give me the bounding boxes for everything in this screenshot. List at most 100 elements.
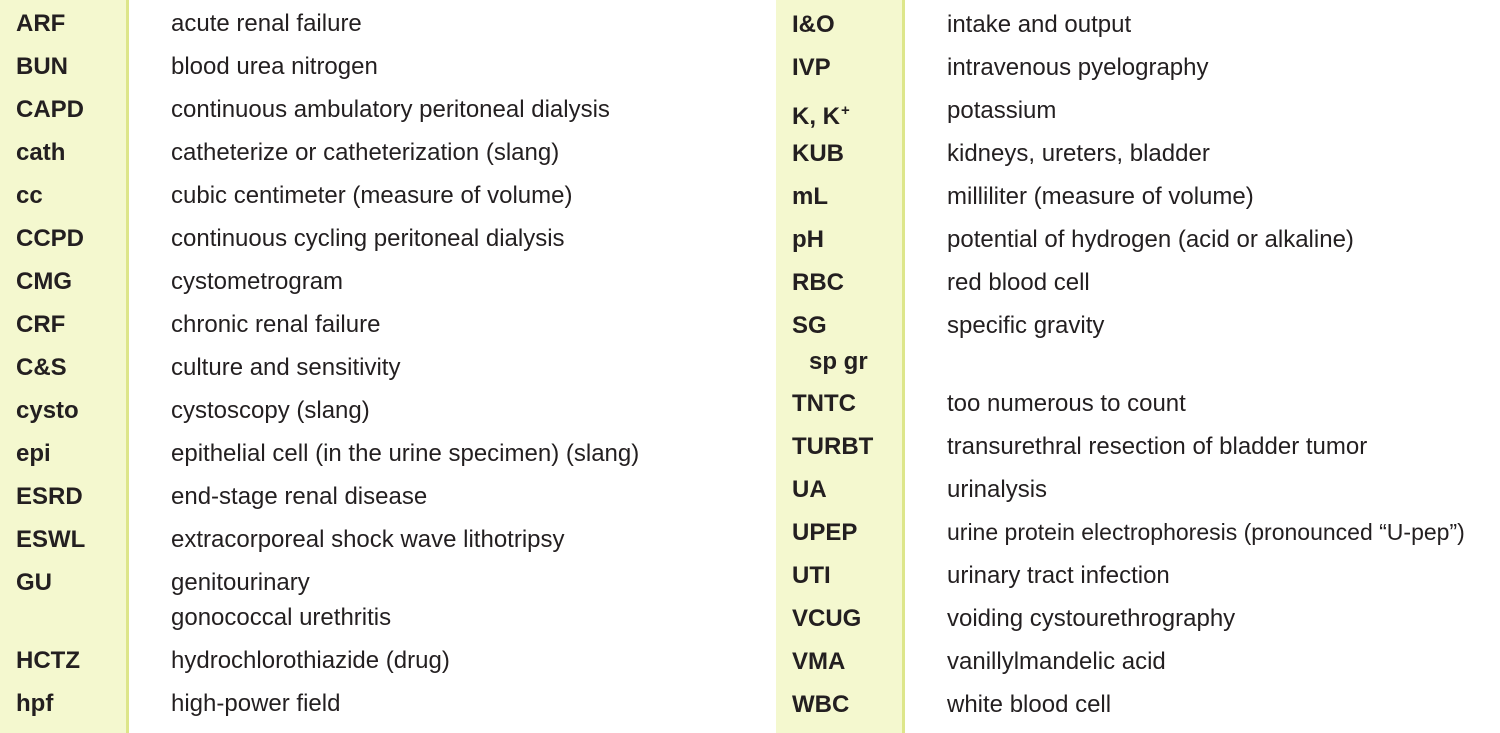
- definition: white blood cell: [947, 691, 1112, 718]
- definition: specific gravity: [947, 312, 1105, 339]
- table-row: WBC white blood cell: [776, 683, 1500, 726]
- abbreviation: WBC: [792, 691, 850, 718]
- table-row: KUB kidneys, ureters, bladder: [776, 132, 1500, 175]
- abbreviation: CMG: [16, 268, 72, 295]
- abbreviation: mL: [792, 183, 828, 210]
- abbreviation-superscript: +: [841, 102, 850, 119]
- abbreviation: ARF: [16, 10, 66, 37]
- table-row: TNTC too numerous to count: [776, 382, 1500, 425]
- abbreviation: K, K+: [792, 89, 850, 138]
- abbreviation: UA: [792, 476, 827, 503]
- definition: acute renal failure: [171, 10, 362, 37]
- definition: continuous cycling peritoneal dialysis: [171, 225, 565, 252]
- abbreviation: UPEP: [792, 519, 858, 546]
- definition: urinalysis: [947, 476, 1048, 503]
- table-row: mL milliliter (measure of volume): [776, 175, 1500, 218]
- definition: extracorporeal shock wave lithotripsy: [171, 526, 565, 553]
- table-row: I&O intake and output: [776, 3, 1500, 46]
- definition: milliliter (measure of volume): [947, 183, 1254, 210]
- table-row: hpf high-power field: [0, 682, 770, 725]
- definition: hydrochlorothiazide (drug): [171, 647, 450, 674]
- abbreviation: CCPD: [16, 225, 85, 252]
- definition: urinary tract infection: [947, 562, 1170, 589]
- table-row: TURBT transurethral resection of bladder …: [776, 425, 1500, 468]
- abbreviation: KUB: [792, 140, 844, 167]
- abbreviation: cath: [16, 139, 66, 166]
- definition: kidneys, ureters, bladder: [947, 140, 1210, 167]
- abbreviation: CAPD: [16, 96, 85, 123]
- table-row-continuation: gonococcal urethritis: [0, 596, 770, 639]
- table-row: C&S culture and sensitivity: [0, 346, 770, 389]
- table-row: UPEP urine protein electrophoresis (prono…: [776, 511, 1500, 554]
- abbreviation-alternate: sp gr: [809, 348, 868, 375]
- definition: cystoscopy (slang): [171, 397, 370, 424]
- definition: blood urea nitrogen: [171, 53, 378, 80]
- table-row: CAPD continuous ambulatory peritoneal dia…: [0, 88, 770, 131]
- abbreviation-band-left: [0, 0, 129, 733]
- abbreviation: HCTZ: [16, 647, 80, 674]
- definition: potential of hydrogen (acid or alkaline): [947, 226, 1354, 253]
- definition: red blood cell: [947, 269, 1090, 296]
- definition: end-stage renal disease: [171, 483, 428, 510]
- definition: intake and output: [947, 11, 1132, 38]
- table-row: IVP intravenous pyelography: [776, 46, 1500, 89]
- table-row: CRF chronic renal failure: [0, 303, 770, 346]
- abbreviation: GU: [16, 569, 52, 596]
- definition-secondary: gonococcal urethritis: [171, 604, 392, 631]
- abbreviation: RBC: [792, 269, 844, 296]
- table-row: UTI urinary tract infection: [776, 554, 1500, 597]
- definition: epithelial cell (in the urine specimen) …: [171, 440, 640, 467]
- definition: high-power field: [171, 690, 341, 717]
- abbreviation: ESWL: [16, 526, 86, 553]
- table-row: VMA vanillylmandelic acid: [776, 640, 1500, 683]
- table-row: cath catheterize or catheterization (slan…: [0, 131, 770, 174]
- table-row: VCUG voiding cystourethrography: [776, 597, 1500, 640]
- table-row: GU genitourinary: [0, 561, 770, 604]
- definition: continuous ambulatory peritoneal dialysi…: [171, 96, 610, 123]
- definition: voiding cystourethrography: [947, 605, 1236, 632]
- definition: cubic centimeter (measure of volume): [171, 182, 573, 209]
- table-row: epi epithelial cell (in the urine specime…: [0, 432, 770, 475]
- definition: potassium: [947, 97, 1057, 124]
- abbreviation: VMA: [792, 648, 846, 675]
- table-row: ESRD end-stage renal disease: [0, 475, 770, 518]
- abbreviation: ESRD: [16, 483, 83, 510]
- table-row: ESWL extracorporeal shock wave lithotrips…: [0, 518, 770, 561]
- abbreviation: VCUG: [792, 605, 862, 632]
- table-row: CCPD continuous cycling peritoneal dialys…: [0, 217, 770, 260]
- abbreviation: C&S: [16, 354, 67, 381]
- table-row: ARF acute renal failure: [0, 2, 770, 45]
- abbreviation: CRF: [16, 311, 66, 338]
- table-row: K, K+ potassium: [776, 89, 1500, 132]
- table-row: cc cubic centimeter (measure of volume): [0, 174, 770, 217]
- definition: too numerous to count: [947, 390, 1186, 417]
- abbreviation: SG: [792, 312, 827, 339]
- table-row: HCTZ hydrochlorothiazide (drug): [0, 639, 770, 682]
- abbreviation: hpf: [16, 690, 54, 717]
- definition: intravenous pyelography: [947, 54, 1209, 81]
- definition: genitourinary: [171, 569, 310, 596]
- table-row: BUN blood urea nitrogen: [0, 45, 770, 88]
- definition: catheterize or catheterization (slang): [171, 139, 560, 166]
- table-row: RBC red blood cell: [776, 261, 1500, 304]
- abbreviation: IVP: [792, 54, 831, 81]
- definition: chronic renal failure: [171, 311, 381, 338]
- abbreviation: pH: [792, 226, 824, 253]
- abbreviation: UTI: [792, 562, 831, 589]
- abbreviation: cc: [16, 182, 43, 209]
- abbreviation: BUN: [16, 53, 68, 80]
- definition: urine protein electrophoresis (pronounce…: [947, 519, 1465, 545]
- table-row: SG specific gravity: [776, 304, 1500, 347]
- abbreviation: I&O: [792, 11, 835, 38]
- table-row: CMG cystometrogram: [0, 260, 770, 303]
- table-row-continuation: sp gr: [776, 340, 1500, 383]
- table-row: cysto cystoscopy (slang): [0, 389, 770, 432]
- table-row: pH potential of hydrogen (acid or alkalin…: [776, 218, 1500, 261]
- abbreviation: epi: [16, 440, 51, 467]
- definition: transurethral resection of bladder tumor: [947, 433, 1368, 460]
- abbreviation: TNTC: [792, 390, 856, 417]
- definition: culture and sensitivity: [171, 354, 401, 381]
- abbreviation: TURBT: [792, 433, 874, 460]
- definition: cystometrogram: [171, 268, 344, 295]
- abbreviation-base: K, K: [792, 103, 840, 130]
